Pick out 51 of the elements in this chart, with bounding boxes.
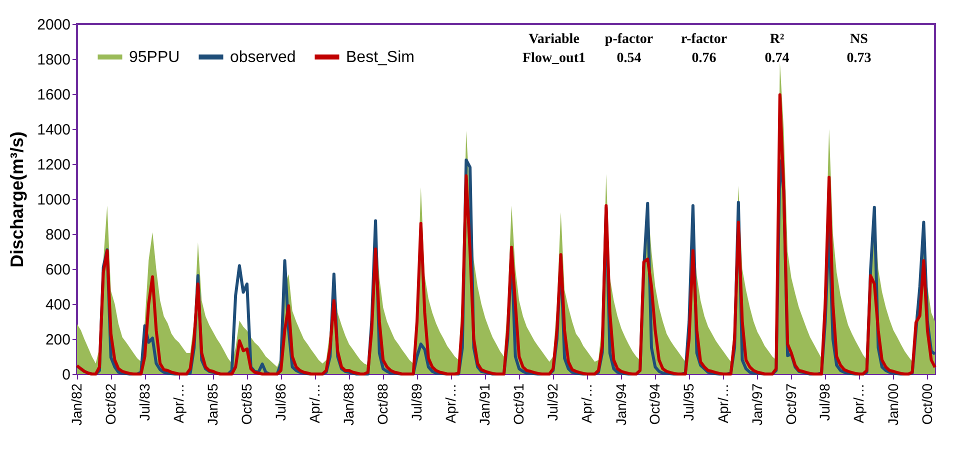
x-tick-label: Oct/97 xyxy=(782,383,799,425)
x-tick-label: Jan/88 xyxy=(340,383,357,426)
x-tick-label: Jan/91 xyxy=(476,383,493,426)
x-tick-label: Oct/91 xyxy=(510,383,527,425)
x-tick-label: Jan/94 xyxy=(612,383,629,426)
y-tick-label: 800 xyxy=(45,226,70,244)
annotation: p-factor xyxy=(604,32,654,47)
x-tick-label: Jan/82 xyxy=(68,383,84,426)
x-tick-label: Oct/88 xyxy=(374,383,391,425)
y-tick-label: 600 xyxy=(45,262,70,278)
annotation: 0.54 xyxy=(616,51,642,66)
x-tick-label: Oct/00 xyxy=(918,383,935,425)
x-tick-label: Jul/83 xyxy=(136,383,152,421)
legend-label: 95PPU xyxy=(129,49,180,66)
y-tick-label: 2000 xyxy=(37,16,70,34)
annotation: Flow_out1 xyxy=(522,51,586,66)
annotation: NS xyxy=(850,32,868,47)
y-tick-label: 1800 xyxy=(37,52,70,68)
x-tick-label: Jan/97 xyxy=(748,383,765,426)
x-tick-label: Oct/82 xyxy=(102,383,118,425)
y-tick-label: 1400 xyxy=(37,122,70,138)
y-tick-label: 200 xyxy=(45,332,70,348)
x-tick-label: Apr/… xyxy=(306,384,322,424)
x-tick-label: Apr/… xyxy=(850,384,867,424)
annotation: 0.74 xyxy=(764,51,790,66)
y-tick-label: 1200 xyxy=(37,156,70,174)
x-tick-label: Jan/00 xyxy=(884,383,901,426)
y-tick-label: 1600 xyxy=(37,86,70,104)
x-tick-label: Jan/85 xyxy=(204,383,221,426)
x-tick-label: Jul/92 xyxy=(544,383,561,421)
x-tick-label: Oct/94 xyxy=(646,383,663,425)
annotation: 0.76 xyxy=(692,51,716,66)
annotation: R² xyxy=(770,32,784,47)
x-tick-label: Jul/86 xyxy=(272,383,288,421)
legend-label: Best_Sim xyxy=(346,49,414,66)
x-tick-label: Jul/98 xyxy=(816,383,833,421)
x-tick-label: Jul/95 xyxy=(680,383,697,421)
x-tick-label: Apr/… xyxy=(442,384,459,424)
y-tick-label: 1000 xyxy=(37,192,70,208)
x-tick-label: Oct/85 xyxy=(238,383,255,425)
y-axis-title: Discharge(m³/s) xyxy=(7,131,28,268)
y-tick-label: 400 xyxy=(45,296,70,314)
x-tick-label: Apr/… xyxy=(714,384,731,424)
annotation: r-factor xyxy=(680,32,728,47)
x-tick-label: Apr/… xyxy=(578,384,595,424)
x-tick-label: Jul/89 xyxy=(408,383,425,421)
annotation: Variable xyxy=(528,32,580,47)
x-tick-label: Apr/… xyxy=(170,384,186,424)
legend-label: observed xyxy=(230,49,296,66)
y-tick-label: 0 xyxy=(62,366,70,384)
annotation: 0.73 xyxy=(846,51,872,66)
